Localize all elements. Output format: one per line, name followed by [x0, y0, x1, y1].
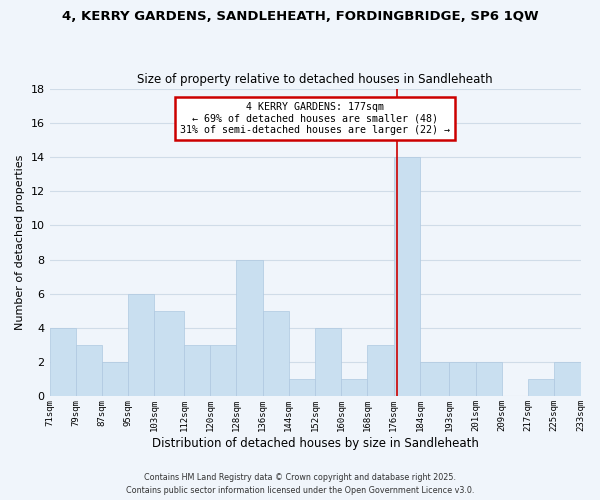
Text: Contains HM Land Registry data © Crown copyright and database right 2025.
Contai: Contains HM Land Registry data © Crown c…	[126, 474, 474, 495]
Bar	[449, 362, 476, 396]
Bar	[528, 380, 554, 396]
Bar	[154, 311, 184, 396]
Bar	[184, 345, 210, 397]
Text: 4 KERRY GARDENS: 177sqm
← 69% of detached houses are smaller (48)
31% of semi-de: 4 KERRY GARDENS: 177sqm ← 69% of detache…	[180, 102, 450, 136]
Bar	[476, 362, 502, 396]
Bar	[263, 311, 289, 396]
Text: 4, KERRY GARDENS, SANDLEHEATH, FORDINGBRIDGE, SP6 1QW: 4, KERRY GARDENS, SANDLEHEATH, FORDINGBR…	[62, 10, 538, 23]
Bar	[554, 362, 581, 396]
Bar	[236, 260, 263, 396]
Bar	[420, 362, 449, 396]
Bar	[50, 328, 76, 396]
Bar	[289, 380, 315, 396]
Bar	[315, 328, 341, 396]
Bar	[102, 362, 128, 396]
Bar	[341, 380, 367, 396]
Bar	[367, 345, 394, 397]
Bar	[394, 157, 420, 396]
Y-axis label: Number of detached properties: Number of detached properties	[15, 155, 25, 330]
Bar	[76, 345, 102, 397]
Bar	[210, 345, 236, 397]
X-axis label: Distribution of detached houses by size in Sandleheath: Distribution of detached houses by size …	[152, 437, 478, 450]
Title: Size of property relative to detached houses in Sandleheath: Size of property relative to detached ho…	[137, 73, 493, 86]
Bar	[128, 294, 154, 396]
